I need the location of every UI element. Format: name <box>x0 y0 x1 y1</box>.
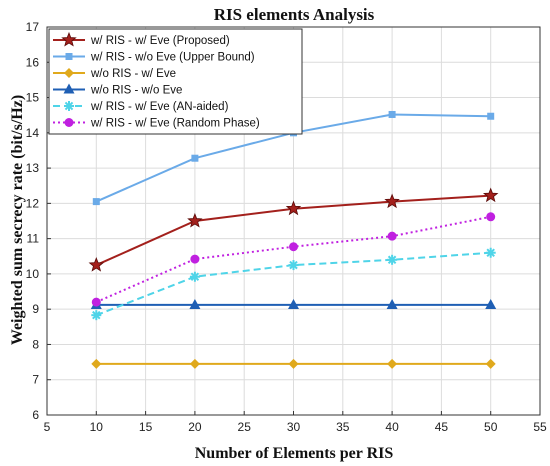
series-0-point-2 <box>285 200 302 216</box>
legend-box <box>48 28 303 135</box>
series-4-point-0 <box>91 310 102 321</box>
series-0-point-4 <box>482 187 499 203</box>
series-4-point-1-stroke-3 <box>190 272 200 281</box>
y-tick-label-9: 15 <box>26 91 40 105</box>
x-tick-label-0: 5 <box>44 420 51 434</box>
chart-title: RIS elements Analysis <box>214 5 375 24</box>
legend: w/ RIS - w/ Eve (Proposed) w/ RIS - w/o E… <box>48 28 303 135</box>
legend-marker-5 <box>64 118 74 127</box>
series-1-point-4 <box>487 112 495 120</box>
y-axis-label: Weighted sum secrecy rate (bit/s/Hz) <box>9 95 26 345</box>
legend-marker-0 <box>61 31 77 47</box>
series-5-point-0 <box>91 297 101 307</box>
x-tick-label-10: 55 <box>533 420 547 434</box>
legend-marker-2 <box>64 68 74 78</box>
y-tick-label-4: 10 <box>26 267 40 281</box>
series-4-point-3 <box>387 254 398 265</box>
y-tick-label-10: 16 <box>26 55 40 69</box>
x-tick-label-4: 25 <box>238 420 252 434</box>
legend-label-3: w/o RIS - w/o Eve <box>90 85 182 97</box>
legend-marker-4-stroke-3 <box>64 101 74 111</box>
legend-label-0: w/ RIS - w/ Eve (Proposed) <box>90 35 230 47</box>
x-tick-label-5: 30 <box>287 420 301 434</box>
y-tick-label-6: 12 <box>26 196 40 210</box>
y-tick-label-1: 7 <box>32 373 39 387</box>
x-axis-label: Number of Elements per RIS <box>195 445 394 462</box>
series-1-point-3 <box>388 110 396 118</box>
series-5-point-4 <box>486 212 496 222</box>
series-4-point-0-stroke-3 <box>92 310 101 320</box>
plot-area <box>88 110 499 369</box>
x-tick-label-2: 15 <box>139 420 153 434</box>
series-0-point-3 <box>384 193 400 209</box>
legend-marker-4 <box>64 101 74 111</box>
y-tick-labels: 6 7 8 9 10 11 12 13 14 15 16 17 <box>26 20 40 422</box>
x-tick-label-7: 40 <box>385 420 399 434</box>
x-tick-labels: 5 10 15 20 25 30 35 40 45 50 55 <box>44 420 547 434</box>
series-4-point-3-stroke-3 <box>387 255 397 265</box>
series-3-point-2 <box>288 298 299 309</box>
series-2-point-1 <box>189 358 200 369</box>
series-3-point-4 <box>485 298 497 309</box>
series-2-point-0 <box>91 358 102 369</box>
x-tick-label-6: 35 <box>336 420 350 434</box>
y-tick-label-2: 8 <box>32 337 39 351</box>
series-5-point-2 <box>289 242 298 252</box>
series-0-point-0 <box>88 256 105 272</box>
series-5-point-3 <box>387 231 397 241</box>
legend-marker-1 <box>65 53 73 60</box>
legend-marker-3 <box>63 83 75 94</box>
legend-label-1: w/ RIS - w/o Eve (Upper Bound) <box>90 52 255 64</box>
y-tick-label-11: 17 <box>26 20 40 34</box>
x-tick-label-1: 10 <box>90 420 104 434</box>
y-tick-label-3: 9 <box>32 302 39 316</box>
series-2-point-4 <box>485 358 496 369</box>
y-tick-label-7: 13 <box>26 161 40 175</box>
legend-label-5: w/ RIS - w/ Eve (Random Phase) <box>90 118 260 130</box>
series-5-point-1 <box>190 254 200 264</box>
x-tick-label-8: 45 <box>435 420 449 434</box>
series-1-point-1 <box>191 154 199 162</box>
series-2-point-2 <box>288 358 299 369</box>
series-1-point-0 <box>92 198 100 206</box>
y-tick-label-8: 14 <box>26 126 40 140</box>
series-4-point-1 <box>189 271 200 282</box>
y-tick-label-5: 11 <box>27 232 40 246</box>
legend-label-4: w/ RIS - w/ Eve (AN-aided) <box>90 101 229 113</box>
y-tick-label-0: 6 <box>32 408 39 422</box>
series-4-point-4 <box>485 247 496 258</box>
series-line-4 <box>95 251 491 317</box>
series-4-point-4-stroke-3 <box>486 248 495 257</box>
series-3-point-1 <box>189 298 201 309</box>
series-3-point-3 <box>386 298 398 309</box>
series-2-point-3 <box>387 358 398 369</box>
series-4-point-2-stroke-3 <box>289 260 298 270</box>
x-tick-label-3: 20 <box>188 420 202 434</box>
series-0-point-1 <box>187 212 203 228</box>
series-4-point-2 <box>288 260 299 271</box>
legend-label-2: w/o RIS - w/ Eve <box>90 68 176 80</box>
x-tick-label-9: 50 <box>484 420 498 434</box>
